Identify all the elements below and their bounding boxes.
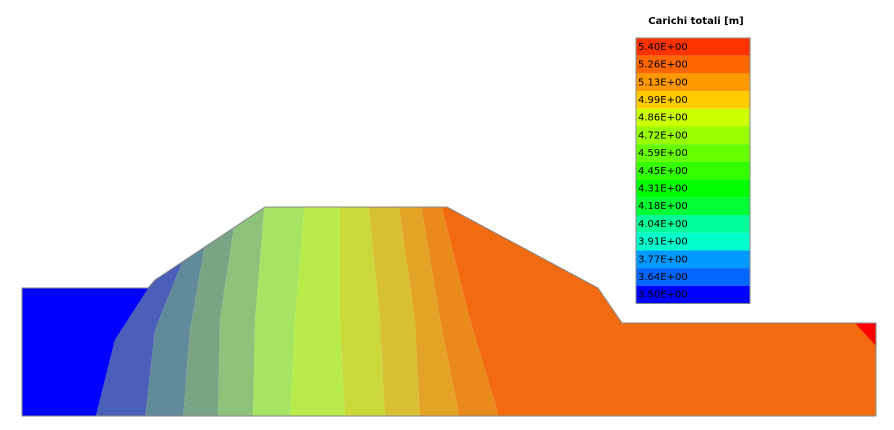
legend-label: 3.50E+00 bbox=[638, 290, 688, 301]
legend-label: 4.31E+00 bbox=[638, 183, 688, 194]
legend-swatch bbox=[636, 55, 750, 74]
contour-band bbox=[183, 220, 235, 416]
legend-label: 3.91E+00 bbox=[638, 237, 688, 248]
contour-band bbox=[290, 207, 345, 416]
legend-label: 3.64E+00 bbox=[638, 272, 688, 283]
contour-plot bbox=[22, 207, 876, 416]
domain-outline bbox=[21, 206, 877, 417]
legend-label: 4.72E+00 bbox=[638, 130, 688, 141]
legend-swatch bbox=[636, 179, 750, 198]
legend-label: 4.45E+00 bbox=[638, 166, 688, 177]
legend-label: 4.04E+00 bbox=[638, 219, 688, 230]
legend-frame bbox=[635, 37, 751, 304]
legend-title: Carichi totali [m] bbox=[648, 16, 743, 27]
legend-swatch bbox=[636, 197, 750, 215]
legend-label: 4.86E+00 bbox=[638, 113, 688, 124]
legend-swatch bbox=[636, 144, 750, 162]
legend-label: 4.59E+00 bbox=[638, 148, 688, 159]
contour-band bbox=[95, 255, 185, 416]
legend: 5.40E+00 5.26E+00 5.13E+00 4.99E+00 4.86E+00… bbox=[635, 37, 751, 304]
legend-swatch bbox=[636, 161, 750, 180]
contour-band bbox=[145, 245, 205, 416]
legend-label: 5.13E+00 bbox=[638, 77, 688, 88]
legend-swatch bbox=[636, 285, 750, 304]
legend-swatch bbox=[636, 73, 750, 92]
legend-swatch bbox=[636, 38, 750, 56]
legend-swatch bbox=[636, 268, 750, 286]
legend-swatch bbox=[636, 91, 750, 109]
legend-swatch bbox=[636, 108, 750, 127]
legend-label: 5.40E+00 bbox=[638, 42, 688, 53]
contour-band bbox=[340, 207, 385, 416]
contour-band bbox=[855, 323, 876, 346]
contour-band bbox=[398, 207, 460, 416]
contour-band bbox=[368, 207, 420, 416]
legend-swatch bbox=[636, 215, 750, 233]
legend-label: 5.26E+00 bbox=[638, 60, 688, 71]
legend-label: 4.99E+00 bbox=[638, 95, 688, 106]
legend-label: 4.18E+00 bbox=[638, 201, 688, 212]
contour-band bbox=[218, 207, 265, 416]
legend-swatch bbox=[636, 250, 750, 269]
legend-swatch bbox=[636, 232, 750, 251]
legend-swatch bbox=[636, 126, 750, 145]
contour-band bbox=[420, 207, 500, 416]
legend-label: 3.77E+00 bbox=[638, 254, 688, 265]
contour-band bbox=[253, 207, 305, 416]
